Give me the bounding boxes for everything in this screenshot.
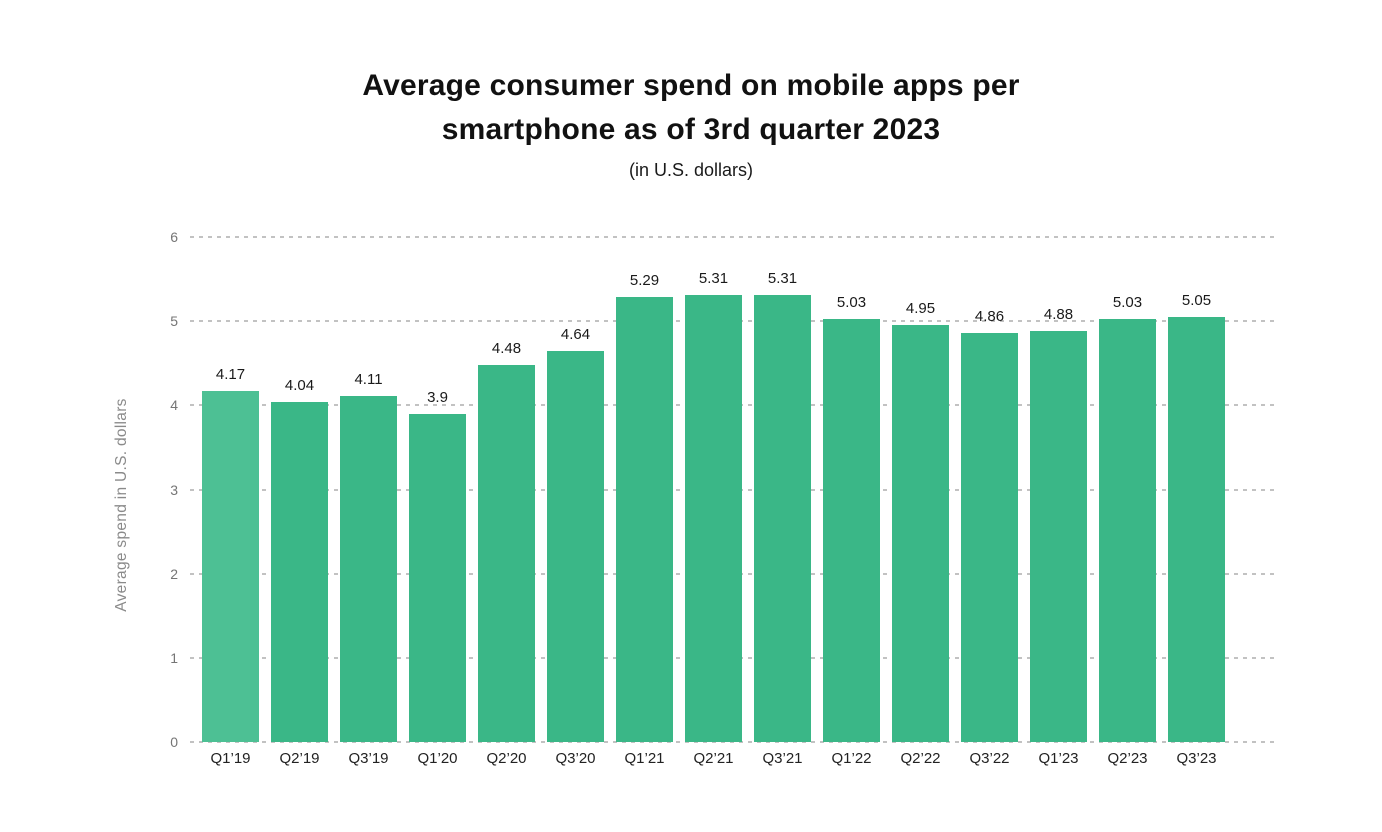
bar-Q1’19: 4.17 xyxy=(202,366,259,742)
y-tick-label: 2 xyxy=(170,565,178,582)
bar-Q2’22: 4.95 xyxy=(892,300,949,742)
x-tick-label: Q1’20 xyxy=(417,750,458,767)
x-tick-label: Q1’22 xyxy=(831,750,872,767)
x-tick-label: Q3’21 xyxy=(762,750,803,767)
bar-Q3’20: 4.64 xyxy=(547,326,604,742)
x-tick-label: Q3’19 xyxy=(348,750,389,767)
x-tick-label: Q2’19 xyxy=(279,750,320,767)
bar-Q1’22: 5.03 xyxy=(823,294,880,742)
bar-Q1’20: 3.9 xyxy=(409,389,466,742)
x-tick-label: Q3’22 xyxy=(969,750,1010,767)
bars-row: 4.17 4.04 4.11 3.9 4.48 4.64 5.29 5.31 5.31 5.03 4… xyxy=(202,237,1225,742)
bar-value-label: 4.04 xyxy=(284,376,315,394)
gridline xyxy=(190,236,1277,238)
bar-Q2’21: 5.31 xyxy=(685,270,742,742)
gridline xyxy=(190,741,1277,743)
bar-Q3’19: 4.11 xyxy=(340,371,397,742)
y-tick-label: 4 xyxy=(170,397,178,414)
plot-area: Average spend in U.S. dollars 4.17 4.04 4.… xyxy=(113,230,1277,767)
bar-value-label: 3.9 xyxy=(427,388,448,406)
x-tick-label: Q2’23 xyxy=(1107,750,1148,767)
x-axis-labels: Q1’19 Q2’19 Q3’19 Q1’20 Q2’20 Q3’20 Q1’21 Q2’21… xyxy=(202,750,1225,767)
bar-Q2’19: 4.04 xyxy=(271,377,328,742)
bar-Q3’21: 5.31 xyxy=(754,270,811,742)
bar-value-label: 5.03 xyxy=(836,293,867,311)
x-tick-label: Q1’21 xyxy=(624,750,665,767)
bar-value-label: 5.03 xyxy=(1112,293,1143,311)
y-tick-label: 5 xyxy=(170,313,178,330)
bar-Q2’20: 4.48 xyxy=(478,340,535,742)
title-block: Average consumer spend on mobile apps pe… xyxy=(0,64,1382,181)
bar-Q3’23: 5.05 xyxy=(1168,292,1225,742)
bar-value-label: 5.05 xyxy=(1181,291,1212,309)
x-tick-label: Q2’21 xyxy=(693,750,734,767)
bar-value-label: 4.17 xyxy=(215,366,246,384)
bar-value-label: 5.29 xyxy=(629,271,660,289)
bar-value-label: 4.48 xyxy=(491,339,522,357)
x-tick-label: Q2’20 xyxy=(486,750,527,767)
y-tick-label: 0 xyxy=(170,734,178,750)
bar-value-label: 5.31 xyxy=(767,270,798,288)
page-title: Average consumer spend on mobile apps pe… xyxy=(362,69,1020,146)
x-tick-label: Q3’23 xyxy=(1176,750,1217,767)
x-tick-label: Q2’22 xyxy=(900,750,941,767)
y-tick-label: 1 xyxy=(170,649,178,666)
bar-value-label: 4.95 xyxy=(905,300,936,318)
bar-Q3’22: 4.86 xyxy=(961,308,1018,742)
x-tick-label: Q3’20 xyxy=(555,750,596,767)
bar-Q2’23: 5.03 xyxy=(1099,294,1156,742)
y-tick-label: 6 xyxy=(170,229,178,245)
bar-value-label: 4.64 xyxy=(560,326,591,344)
bar-value-label: 4.88 xyxy=(1043,306,1074,324)
bar-value-label: 5.31 xyxy=(698,270,729,288)
bar-Q1’21: 5.29 xyxy=(616,272,673,742)
x-tick-label: Q1’23 xyxy=(1038,750,1079,767)
bar-value-label: 4.11 xyxy=(354,371,383,389)
x-tick-label: Q1’19 xyxy=(210,750,251,767)
y-tick-label: 3 xyxy=(170,481,178,498)
bar-value-label: 4.86 xyxy=(974,307,1005,325)
page-subtitle: (in U.S. dollars) xyxy=(628,160,754,180)
bar-Q1’23: 4.88 xyxy=(1030,306,1087,742)
